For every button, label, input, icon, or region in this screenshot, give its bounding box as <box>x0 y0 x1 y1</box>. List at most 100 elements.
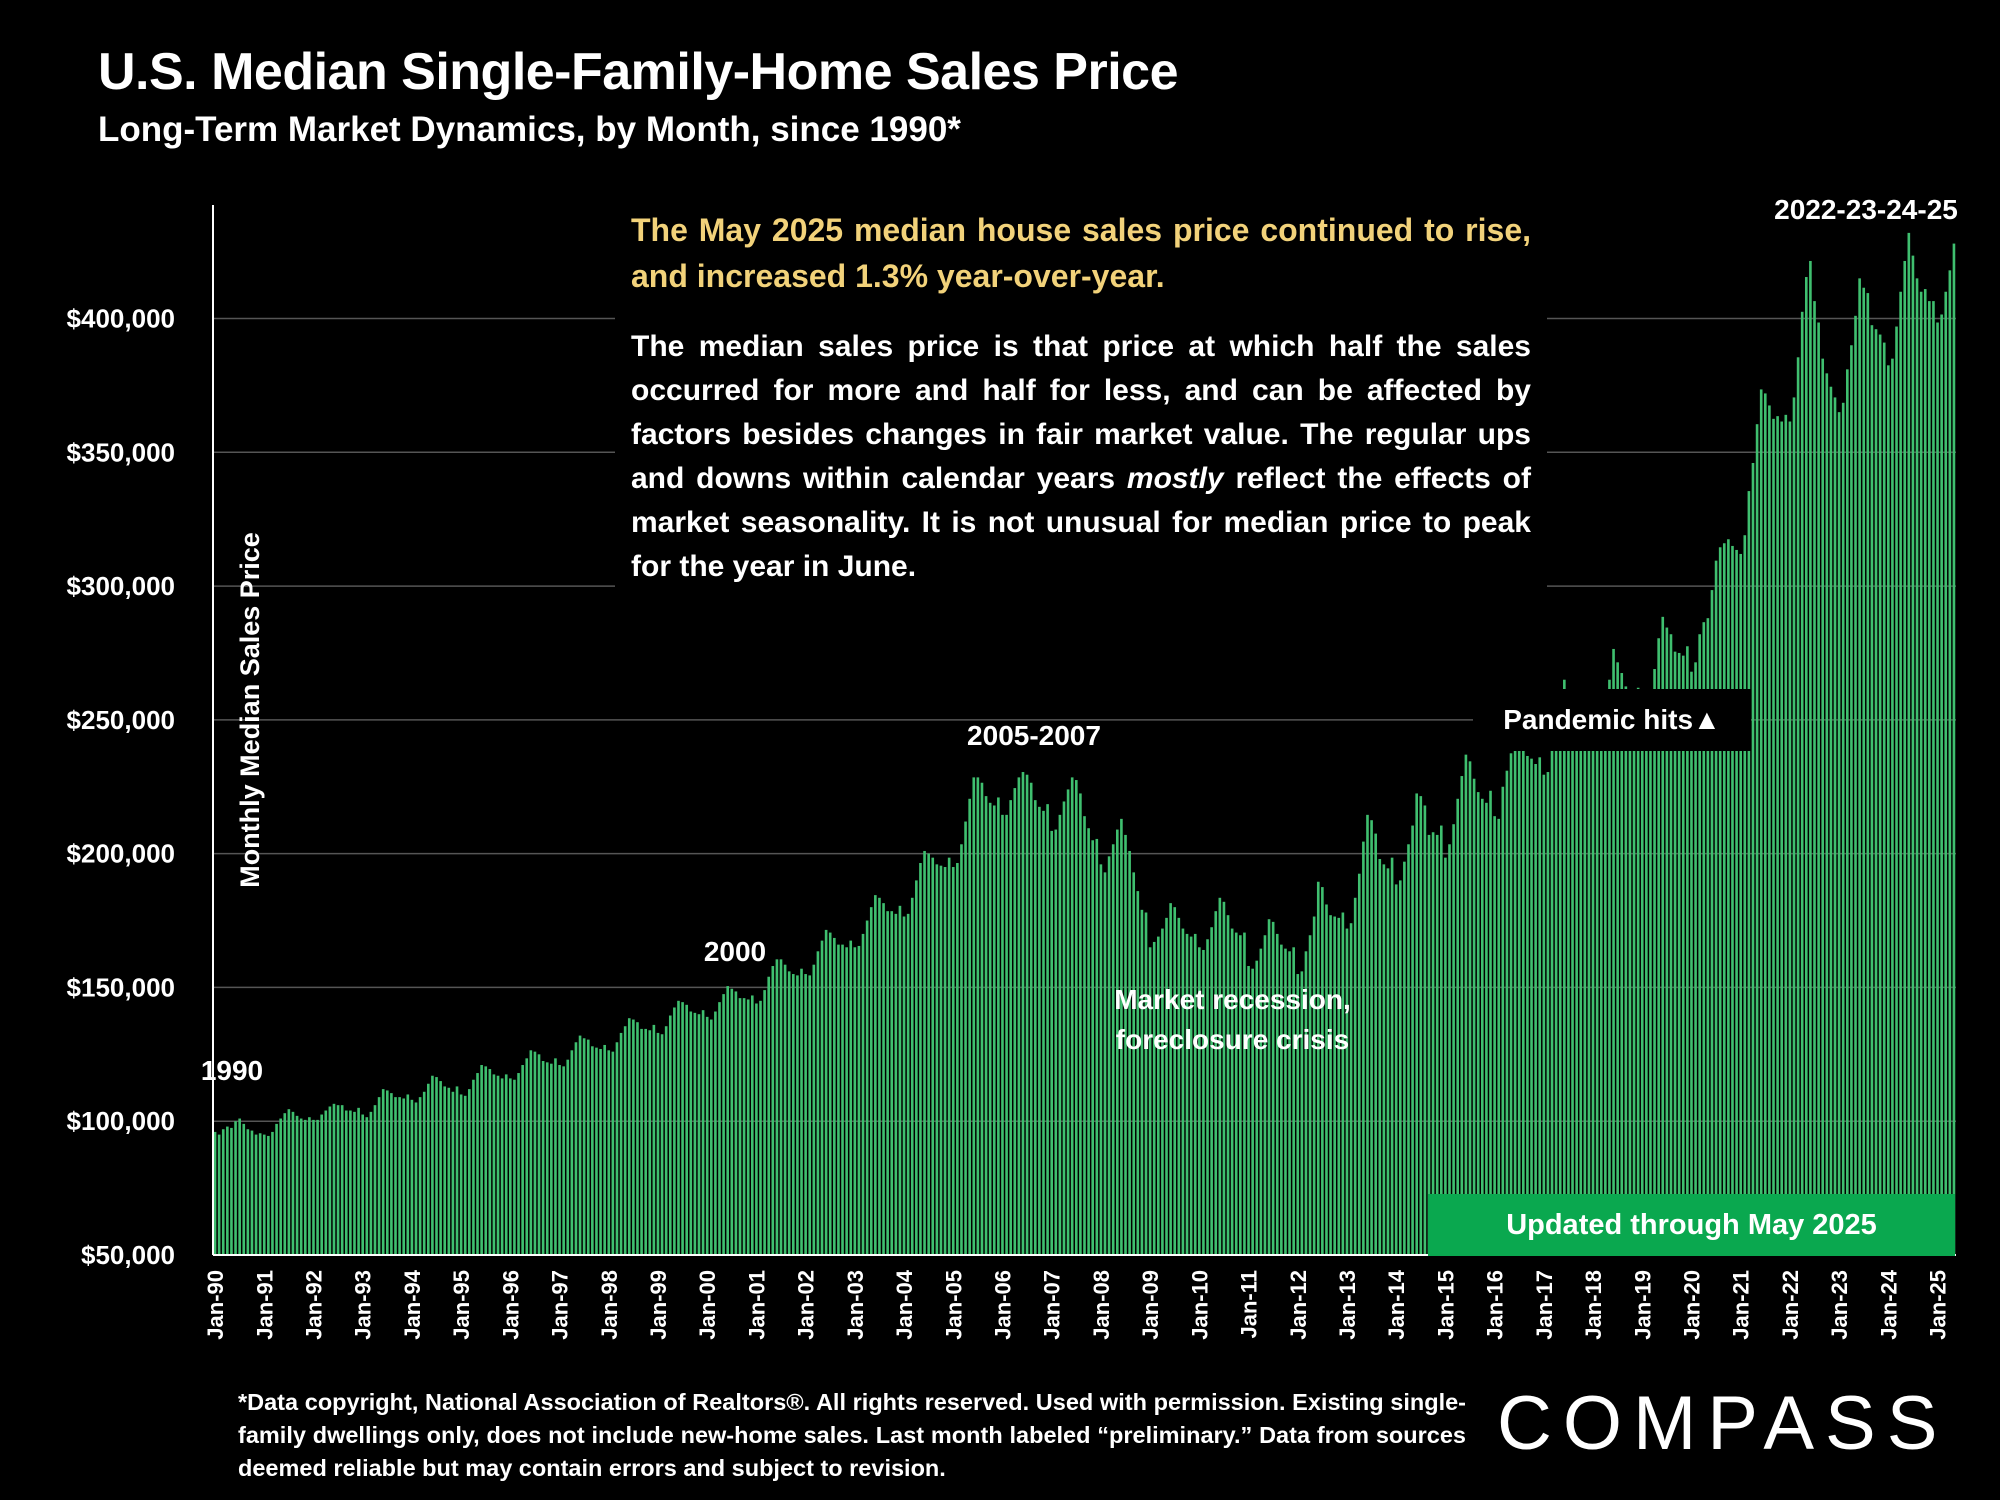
bar <box>689 1011 693 1255</box>
bar <box>414 1102 418 1255</box>
bar <box>1751 462 1755 1255</box>
bar <box>1948 270 1952 1256</box>
bar <box>299 1118 303 1255</box>
bar <box>324 1110 328 1255</box>
bar <box>406 1094 410 1255</box>
bar <box>677 1000 680 1255</box>
bar <box>1841 402 1845 1255</box>
bar <box>759 1000 762 1255</box>
bar <box>1854 315 1857 1255</box>
bar <box>763 990 766 1255</box>
bar <box>1583 721 1587 1255</box>
x-tick-label: Jan-12 <box>1286 1270 1311 1340</box>
bar <box>898 905 902 1255</box>
bar <box>1690 671 1693 1255</box>
annotation-2022-2025: 2022-23-24-25 <box>1774 194 1958 225</box>
bar <box>1788 421 1792 1255</box>
bar <box>1571 703 1574 1255</box>
bar <box>673 1007 676 1255</box>
bar <box>627 1018 631 1255</box>
bar <box>1398 880 1402 1255</box>
bar <box>1710 590 1714 1255</box>
bar <box>513 1079 516 1255</box>
bar <box>1538 757 1542 1255</box>
bar <box>951 867 955 1255</box>
bar <box>1837 412 1841 1255</box>
x-tick-label: Jan-04 <box>892 1269 917 1339</box>
bar <box>349 1110 352 1255</box>
bar <box>221 1129 225 1255</box>
bar <box>1472 778 1476 1255</box>
bar <box>353 1111 356 1255</box>
bar <box>1206 939 1209 1255</box>
bar <box>792 974 795 1255</box>
bar <box>1624 686 1628 1255</box>
chart-title: U.S. Median Single-Family-Home Sales Pri… <box>98 43 1179 101</box>
bar <box>1403 861 1406 1255</box>
bar <box>1604 693 1607 1255</box>
bar <box>1181 928 1185 1255</box>
bar <box>504 1074 508 1255</box>
bar <box>258 1133 262 1255</box>
bar <box>476 1073 479 1255</box>
x-tick-label: Jan-01 <box>744 1270 769 1340</box>
bar <box>1743 535 1747 1255</box>
bar <box>640 1028 643 1255</box>
bar <box>865 920 869 1255</box>
bar <box>1152 941 1156 1255</box>
bar <box>1739 553 1742 1255</box>
bar <box>1300 971 1304 1255</box>
x-tick-label: Jan-13 <box>1335 1270 1360 1340</box>
bar <box>1210 927 1213 1255</box>
bar <box>463 1095 467 1255</box>
bar <box>1444 857 1447 1255</box>
bar <box>1530 758 1533 1255</box>
bar <box>726 986 730 1255</box>
bar <box>1321 887 1324 1255</box>
bar <box>1128 850 1131 1255</box>
x-tick-label: Jan-15 <box>1433 1270 1458 1340</box>
annotation-1990: 1990 <box>201 1055 263 1086</box>
bar <box>1476 792 1480 1255</box>
bar <box>1087 828 1090 1255</box>
bar <box>1415 793 1418 1255</box>
x-tick-label: Jan-91 <box>252 1270 277 1340</box>
bar <box>1952 243 1956 1255</box>
bar <box>1882 342 1886 1256</box>
bar <box>1755 424 1759 1255</box>
bar <box>1731 545 1734 1255</box>
bar <box>550 1063 553 1255</box>
x-tick-label: Jan-94 <box>400 1269 425 1339</box>
bar <box>558 1065 561 1255</box>
bar <box>283 1113 287 1255</box>
bar <box>603 1044 606 1255</box>
updated-badge: Updated through May 2025 <box>1428 1194 1955 1256</box>
bar <box>1390 857 1394 1255</box>
bar <box>1435 834 1439 1255</box>
bar <box>1575 714 1578 1255</box>
bar <box>1177 917 1181 1255</box>
bar <box>1251 968 1254 1255</box>
x-tick-label: Jan-24 <box>1876 1269 1901 1339</box>
x-tick-label: Jan-16 <box>1483 1270 1508 1340</box>
recession-annotation: Market recession, foreclosure crisis <box>1114 984 1351 1055</box>
bar <box>1140 909 1144 1255</box>
bar <box>1029 782 1033 1255</box>
bar <box>488 1069 492 1255</box>
y-tick-label: $150,000 <box>67 972 175 1002</box>
bar <box>1554 725 1558 1255</box>
bar <box>718 1002 721 1255</box>
info-text-box: The May 2025 median house sales price co… <box>615 203 1547 605</box>
x-tick-label: Jan-08 <box>1089 1270 1114 1340</box>
bar <box>1169 903 1172 1255</box>
bar <box>1747 491 1751 1256</box>
bar <box>1439 825 1443 1255</box>
bar <box>1702 622 1706 1255</box>
bar <box>1940 314 1943 1255</box>
x-tick-label: Jan-10 <box>1187 1270 1212 1340</box>
bar <box>992 805 996 1255</box>
bar <box>1665 627 1669 1255</box>
bar <box>997 797 1000 1255</box>
bar <box>599 1048 602 1255</box>
y-axis-tick-labels: $50,000 $100,000 $150,000 $200,000 $250,000 $… <box>67 304 175 1271</box>
